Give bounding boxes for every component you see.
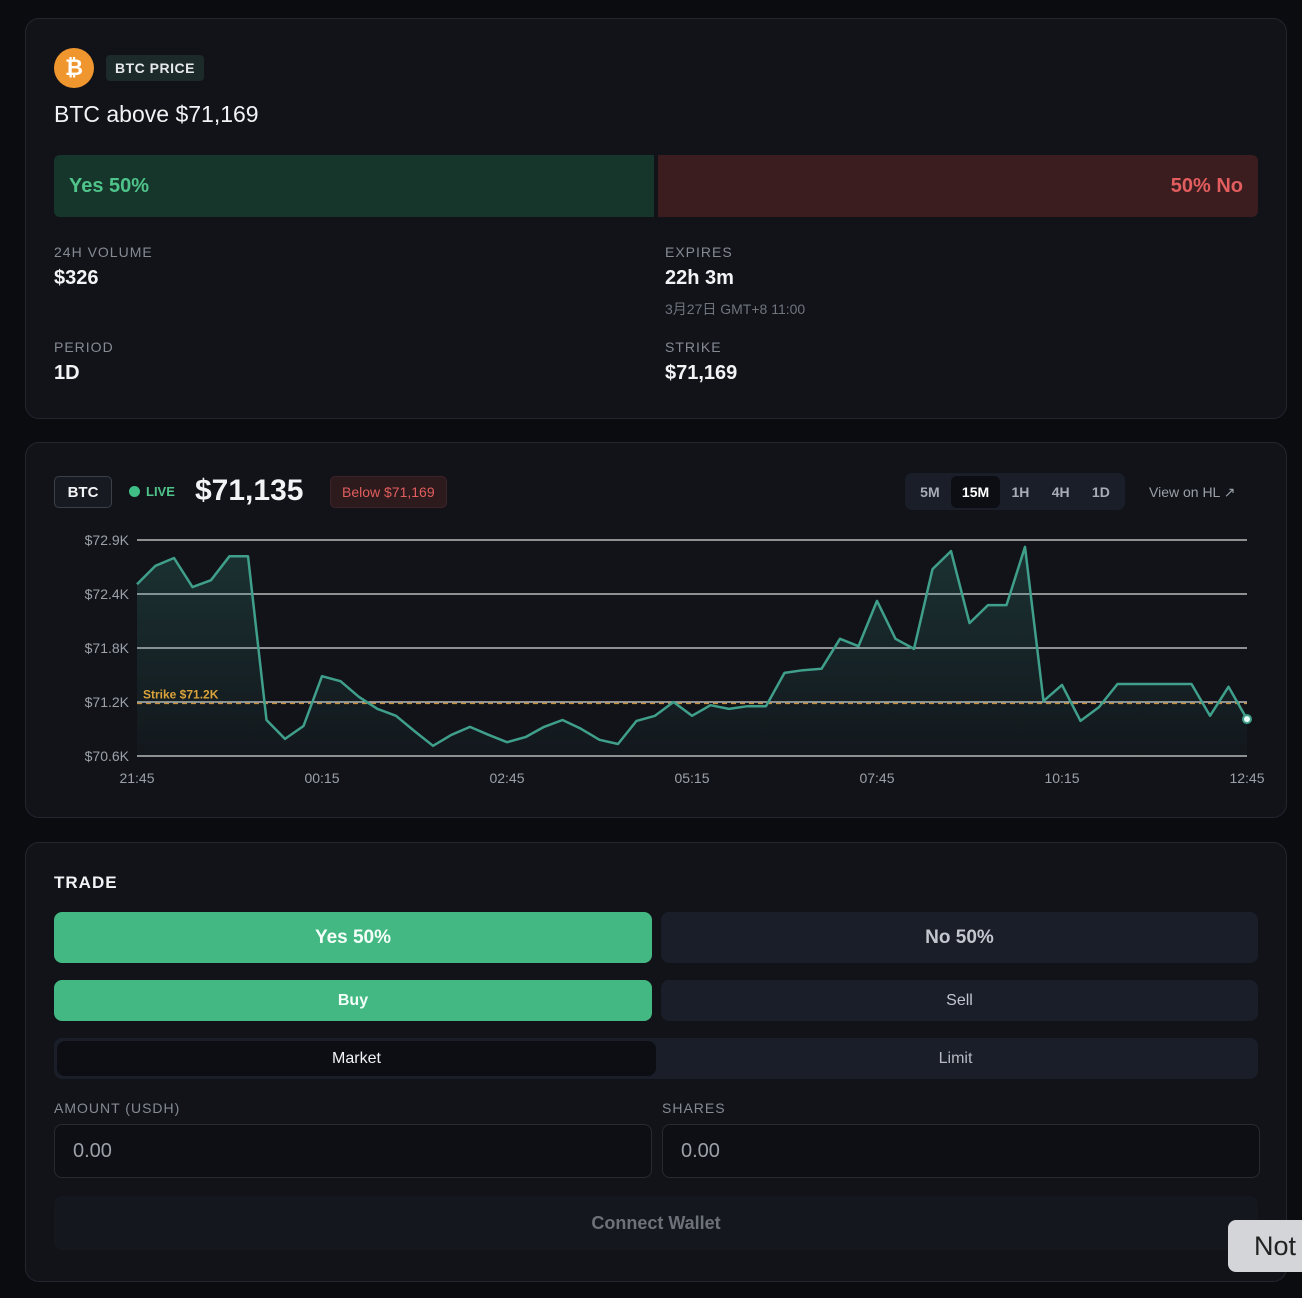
market-title: BTC above $71,169 [54, 101, 259, 127]
price-line [136, 545, 1249, 748]
x-tick-label: 10:15 [1044, 770, 1079, 786]
no-bar-label: 50% No [1170, 174, 1243, 197]
x-tick-label: 12:45 [1229, 770, 1264, 786]
stat-value: 22h 3m [665, 267, 734, 289]
link[interactable]: View on HL ↗ [1149, 484, 1236, 500]
yes-bar[interactable]: Yes 50% [54, 155, 654, 217]
button-label: Buy [337, 991, 369, 1009]
button-label: No 50% [925, 926, 994, 948]
amount-input[interactable]: 0.00 [54, 1124, 652, 1178]
y-tick-label: $72.4K [85, 586, 130, 602]
toast-text: Not [1254, 1231, 1297, 1261]
y-tick-label: $70.6K [85, 748, 130, 764]
stat-label: EXPIRES [665, 244, 733, 260]
placeholder: 0.00 [73, 1139, 112, 1162]
yes-button[interactable]: Yes 50% [54, 912, 652, 963]
tab-label: Limit [938, 1049, 973, 1067]
connect-wallet-button[interactable]: Connect Wallet [54, 1196, 1258, 1250]
interval-button[interactable]: 15M [950, 475, 1001, 508]
stat-label: 24H VOLUME [54, 244, 153, 260]
badge: BTC PRICE [106, 55, 204, 81]
x-tick-label: 02:45 [489, 770, 524, 786]
sell-button[interactable]: Sell [661, 980, 1258, 1021]
market-tab[interactable]: Market [57, 1041, 656, 1076]
live-label: LIVE [146, 484, 175, 499]
no-button[interactable]: No 50% [661, 912, 1258, 963]
stat-label: STRIKE [665, 339, 722, 355]
stat-value: 1D [54, 362, 80, 384]
interval-button[interactable]: 4H [1051, 483, 1070, 500]
stat-note: 3月27日 GMT+8 11:00 [665, 301, 806, 317]
x-tick-label: 21:45 [119, 770, 154, 786]
live-dot [129, 486, 140, 497]
interval-button[interactable]: 1D [1091, 483, 1110, 500]
shares-input[interactable]: 0.00 [662, 1124, 1260, 1178]
amount-label: AMOUNT (USDH) [54, 1100, 181, 1116]
y-tick-label: $71.8K [85, 640, 130, 656]
interval-button[interactable]: 1H [1011, 483, 1030, 500]
x-tick-label: 07:45 [859, 770, 894, 786]
link-label: View on HL [1149, 484, 1220, 500]
market-card [25, 18, 1287, 419]
buy-button[interactable]: Buy [54, 980, 652, 1021]
interval-button[interactable]: 5M [920, 483, 940, 500]
last-point [1242, 714, 1252, 725]
stat-value: $326 [54, 267, 99, 289]
stat-value: $71,169 [665, 362, 738, 384]
x-tick-label: 00:15 [304, 770, 339, 786]
btc-icon: ₿ [54, 48, 94, 88]
price: $71,135 [195, 474, 304, 507]
y-tick-label: $71.2K [85, 694, 130, 710]
shares-label: SHARES [662, 1100, 726, 1116]
x-tick-label: 05:15 [674, 770, 709, 786]
tab-label: Market [332, 1049, 381, 1067]
no-bar[interactable]: 50% No [658, 155, 1258, 217]
button-label: Connect Wallet [591, 1212, 721, 1233]
strike-label: Strike $71.2K [143, 687, 219, 701]
trade-title: TRADE [54, 873, 118, 892]
button-label: Sell [946, 991, 973, 1009]
symbol: BTC [54, 476, 112, 508]
price-badge: Below $71,169 [330, 476, 447, 508]
yes-bar-label: Yes 50% [69, 174, 150, 197]
limit-tab[interactable]: Limit [656, 1041, 1255, 1076]
button-label: Yes 50% [314, 926, 392, 948]
interval-group: 5M 15M 1H 4H 1D [905, 473, 1125, 510]
stat-label: PERIOD [54, 339, 114, 355]
y-tick-label: $72.9K [85, 532, 130, 548]
placeholder: 0.00 [681, 1139, 720, 1162]
price-chart: $70.6K $71.2K $71.8K $72.4K $72.9K 21:45 00:15… [85, 532, 1265, 786]
toast[interactable]: Not [1228, 1220, 1302, 1272]
